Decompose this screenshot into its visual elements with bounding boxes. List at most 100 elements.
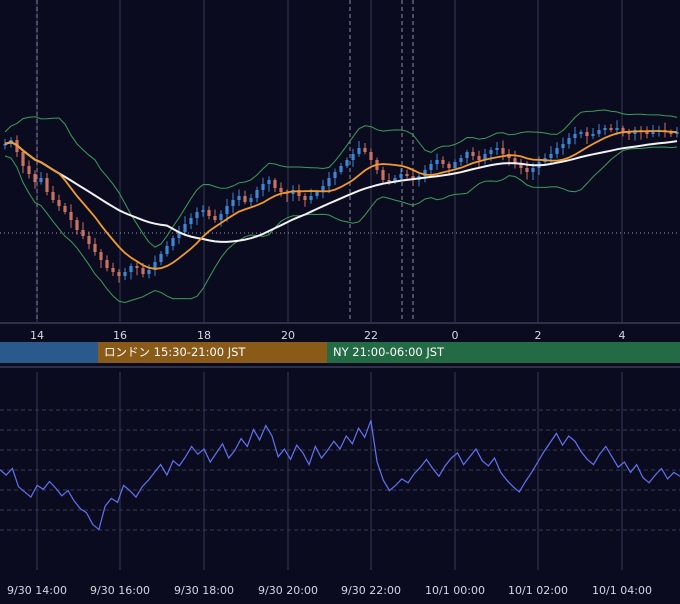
candle-body [435,160,439,164]
candle-body [645,132,649,134]
candle-body [207,210,211,216]
candle-body [51,192,55,200]
candle-body [483,154,487,160]
candle-body [183,224,187,232]
osc-x-tick-label: 9/30 22:00 [341,584,401,597]
candle-body [555,148,559,154]
candle-body [255,190,259,198]
candle-body [225,206,229,214]
session-tokyo-band [0,342,98,363]
candle-body [153,262,157,270]
candle-body [21,152,25,166]
candle-body [81,230,85,236]
candle-body [627,132,631,134]
candle-body [177,232,181,238]
candle-body [453,162,457,168]
candle-body [231,200,235,206]
candle-body [471,152,475,156]
candle-body [261,184,265,190]
candle-body [465,152,469,158]
candle-body [237,196,241,200]
candle-body [321,186,325,192]
candle-body [297,190,301,196]
price-x-tick-label: 20 [281,329,295,342]
candle-body [675,132,679,134]
candle-body [477,156,481,160]
candle-body [315,192,319,196]
candle-body [603,128,607,130]
candle-body [105,260,109,268]
candle-body [327,178,331,186]
candle-body [123,272,127,276]
candle-body [45,178,49,192]
osc-x-tick-label: 10/1 02:00 [508,584,568,597]
candle-body [387,180,391,182]
candle-body [195,212,199,218]
candle-body [75,220,79,230]
candle-body [441,160,445,164]
candle-body [249,198,253,202]
candle-body [39,178,43,182]
candle-body [159,254,163,262]
candle-body [171,238,175,246]
candle-body [405,174,409,176]
candle-body [369,152,373,160]
candle-body [429,164,433,170]
osc-x-tick-label: 9/30 16:00 [90,584,150,597]
candle-body [561,144,565,148]
price-x-tick-label: 22 [364,329,378,342]
candle-body [165,246,169,254]
oscillator-line [0,420,680,531]
candle-body [495,148,499,150]
candle-body [489,150,493,154]
candle-body [117,272,121,276]
candle-body [111,268,115,272]
candle-body [243,196,247,202]
candle-body [573,134,577,138]
price-x-tick-label: 18 [197,329,211,342]
candle-body [279,188,283,192]
session-ny-band: NY 21:00-06:00 JST [327,342,680,363]
candle-body [525,168,529,172]
candle-body [201,210,205,212]
price-x-tick-label: 0 [452,329,459,342]
candle-body [447,164,451,168]
candle-body [651,132,655,134]
candle-body [609,128,613,130]
price-x-tick-label: 2 [535,329,542,342]
candle-body [621,128,625,132]
ma-long-line [4,140,678,243]
candle-body [33,174,37,182]
candle-body [339,166,343,172]
candle-body [357,148,361,154]
candle-body [219,214,223,220]
candle-body [129,266,133,272]
session-london-label: ロンドン 15:30-21:00 JST [104,345,246,359]
candle-body [567,138,571,144]
session-tokyo-label [0,345,6,359]
candle-body [597,130,601,134]
candle-body [513,158,517,164]
session-ny-label: NY 21:00-06:00 JST [333,345,445,359]
candle-body [213,216,217,220]
candle-body [585,132,589,136]
bollinger-upper-band [4,109,678,248]
candle-body [303,196,307,200]
candle-body [459,158,463,162]
osc-x-tick-label: 9/30 20:00 [258,584,318,597]
candle-body [615,128,619,130]
candle-body [579,132,583,134]
candle-body [273,180,277,188]
osc-x-tick-label: 9/30 14:00 [7,584,67,597]
candle-body [411,176,415,180]
osc-x-tick-label: 10/1 00:00 [425,584,485,597]
candle-body [93,244,97,252]
candle-body [381,170,385,180]
candle-body [69,212,73,220]
candle-body [531,168,535,172]
price-x-tick-label: 4 [619,329,626,342]
candle-body [501,148,505,154]
candle-body [309,196,313,200]
